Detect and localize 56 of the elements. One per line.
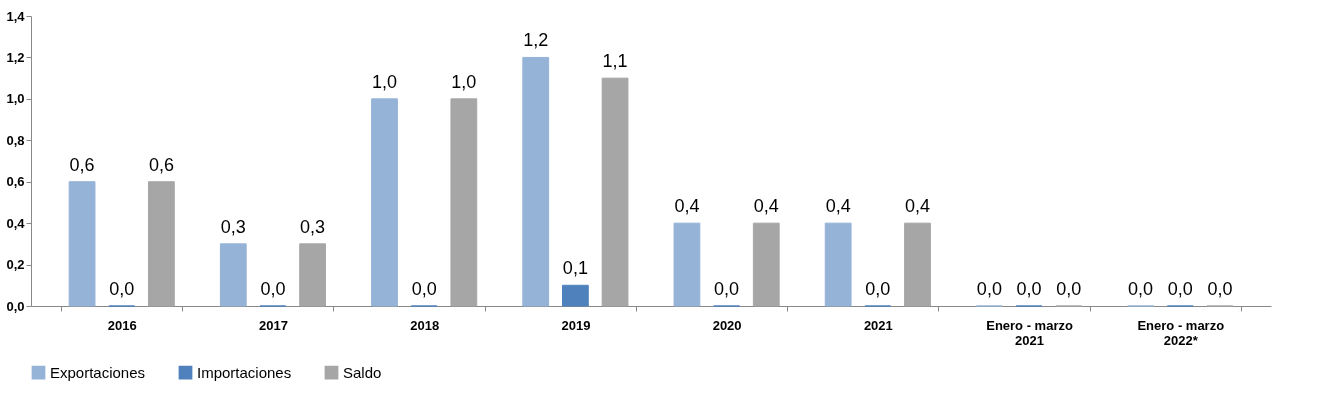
data-label: 0,4 [825, 196, 851, 217]
data-label: 0,0 [714, 279, 740, 299]
bar [522, 56, 550, 307]
y-tick-label: 0,4 [6, 215, 26, 231]
data-label: 0,4 [753, 196, 779, 217]
data-label: 0,0 [1167, 279, 1193, 299]
data-label: 1,1 [602, 51, 628, 72]
bar [299, 243, 327, 307]
y-tick-label: 0,8 [6, 132, 25, 148]
y-tick-label: 0,0 [6, 298, 25, 314]
bar [371, 98, 398, 307]
bar [673, 222, 701, 307]
bar [752, 222, 780, 307]
data-label: 0,4 [674, 196, 700, 217]
y-tick-label: 1,4 [6, 8, 26, 24]
x-tick-label: 2019 [561, 317, 591, 333]
data-label: 0,4 [904, 196, 931, 217]
bar [824, 222, 852, 307]
x-tick-label: 2017 [258, 317, 288, 333]
y-tick-label: 0,2 [6, 257, 25, 273]
data-label: 0,0 [109, 279, 135, 299]
data-label: 1,2 [523, 30, 549, 51]
data-label: 1,0 [371, 71, 398, 92]
data-label: 0,0 [1056, 279, 1082, 299]
bar [904, 222, 931, 307]
bar [148, 181, 175, 307]
x-tick-label: 2020 [712, 317, 742, 333]
y-tick-label: 1,0 [6, 91, 25, 107]
data-label: 0,0 [1016, 279, 1042, 299]
bar [601, 77, 629, 307]
x-tick-label: 2021 [863, 317, 893, 333]
data-label: 0,0 [1207, 279, 1233, 299]
bar [68, 181, 96, 307]
y-tick-label: 0,6 [6, 174, 25, 190]
legend-label: Importaciones [197, 363, 292, 381]
x-tick-label: 2018 [410, 317, 440, 333]
data-label: 0,6 [69, 154, 95, 175]
bar [219, 243, 247, 307]
x-tick-label: 2016 [107, 317, 137, 333]
data-label: 0,0 [865, 279, 891, 299]
bar [562, 284, 589, 307]
data-label: 0,3 [300, 216, 326, 237]
data-label: 0,0 [976, 279, 1002, 299]
data-label: 1,0 [451, 71, 477, 92]
y-tick-label: 1,2 [6, 49, 25, 65]
data-label: 0,0 [1128, 279, 1154, 299]
legend-label: Exportaciones [50, 363, 146, 381]
data-label: 0,0 [411, 279, 437, 299]
data-label: 0,1 [562, 258, 588, 279]
data-label: 0,3 [220, 216, 246, 237]
bar [450, 98, 478, 307]
data-label: 0,0 [260, 279, 286, 299]
x-tick-label: Enero - marzo 2021 [986, 317, 1073, 348]
legend-label: Saldo [343, 363, 382, 381]
data-label: 0,6 [148, 154, 174, 175]
x-tick-label: Enero - marzo 2022* [1137, 317, 1225, 348]
